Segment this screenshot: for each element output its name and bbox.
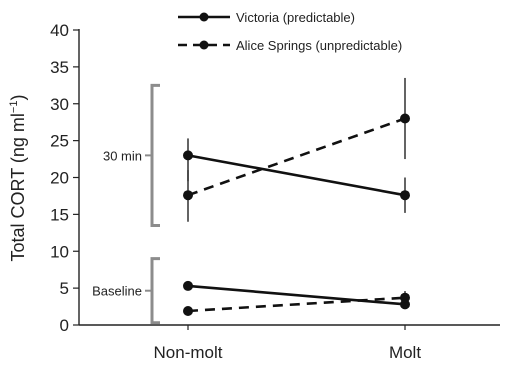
series-path [187,117,406,197]
bracket-label: 30 min [103,148,142,163]
data-point [183,280,193,291]
data-point [400,113,410,124]
y-tick-label: 15 [50,205,69,224]
legend-marker-victoria [199,12,209,22]
y-tick-label: 40 [50,21,69,40]
series-line [183,77,410,222]
y-tick-label: 10 [50,242,69,261]
axes: 0 5 10 15 20 25 30 35 40 Non-molt Molt [50,21,500,362]
legend-label-alice-springs: Alice Springs (unpredictable) [236,38,402,53]
y-tick-label: 5 [60,279,69,298]
series-line [183,291,410,316]
x-tick-label: Non-molt [154,343,223,362]
bracket [150,83,160,227]
series-path [187,284,406,306]
series-path [187,296,406,313]
legend: Victoria (predictable) Alice Springs (un… [178,10,402,53]
data-point [183,305,193,316]
series [183,77,410,316]
data-point [400,292,410,303]
y-axis-label: Total CORT (ng ml−1) [8,95,28,262]
series-line [183,138,410,213]
y-tick-label: 35 [50,58,69,77]
y-tick-label: 0 [60,316,69,335]
bracket [150,257,160,325]
group-brackets: 30 min Baseline [92,83,160,325]
legend-marker-alice-springs [199,40,209,50]
y-tick-label: 25 [50,132,69,151]
y-tick-label: 20 [50,169,69,188]
data-point [183,190,193,201]
series-path [187,154,406,197]
data-point [183,150,193,161]
bracket-label: Baseline [92,284,142,299]
data-point [400,190,410,201]
y-tick-label: 30 [50,95,69,114]
series-line [183,280,410,310]
x-tick-label: Molt [389,343,421,362]
legend-label-victoria: Victoria (predictable) [236,10,355,25]
